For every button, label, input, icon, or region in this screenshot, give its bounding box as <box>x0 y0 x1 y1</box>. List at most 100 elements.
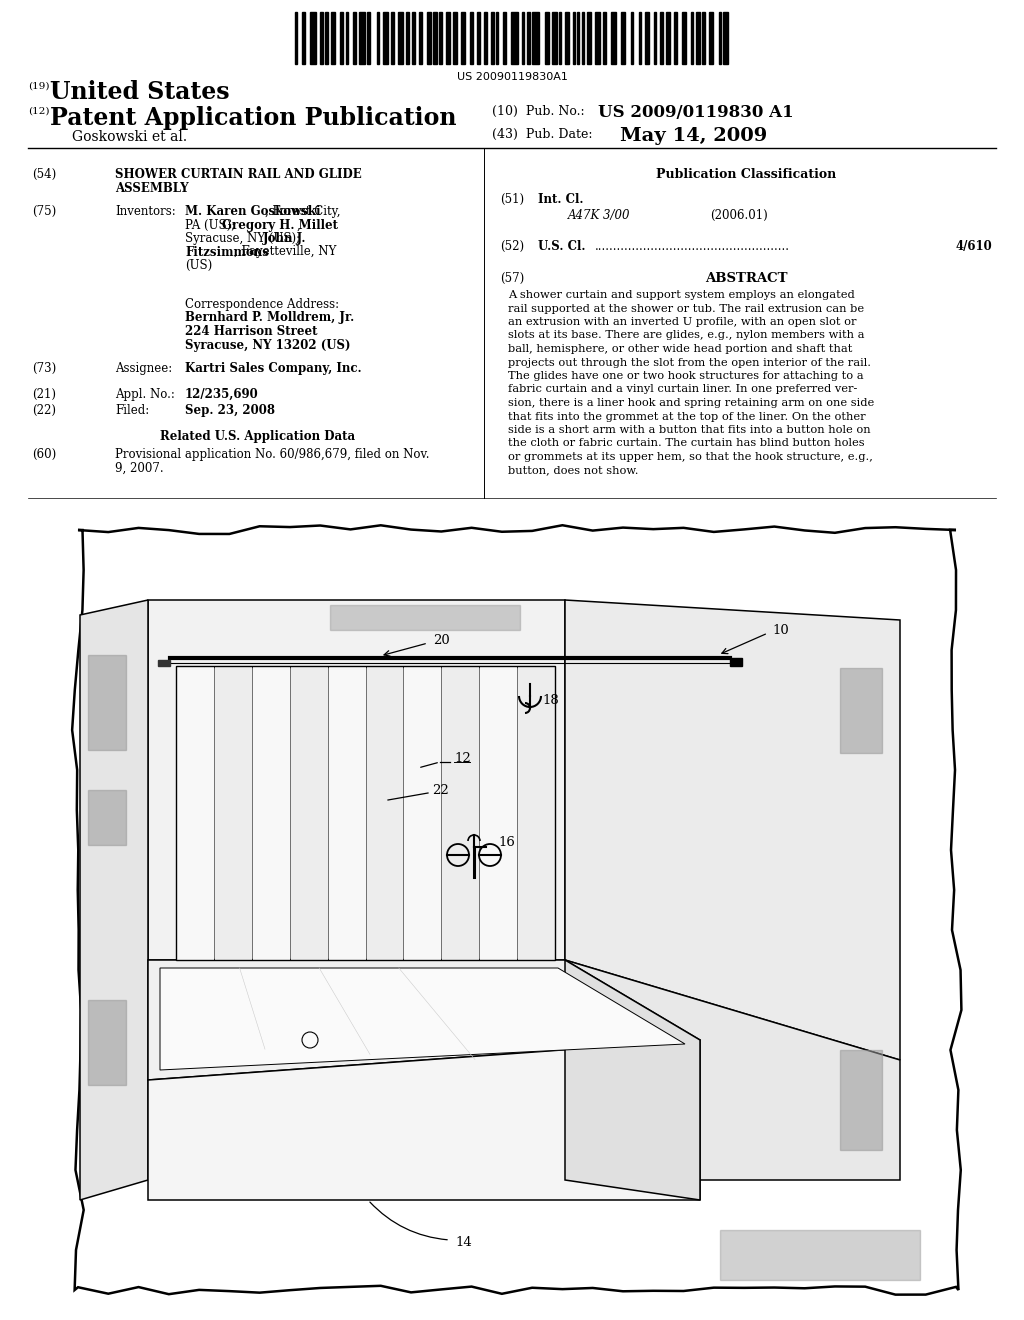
Text: 12: 12 <box>454 751 471 764</box>
Bar <box>454 12 457 63</box>
Text: ....................................................: ........................................… <box>595 240 790 253</box>
Polygon shape <box>176 667 214 960</box>
Text: sion, there is a liner hook and spring retaining arm on one side: sion, there is a liner hook and spring r… <box>508 399 874 408</box>
Text: Fitzsimmons: Fitzsimmons <box>185 246 269 259</box>
Text: 12/235,690: 12/235,690 <box>185 388 259 401</box>
Bar <box>176 667 555 960</box>
Text: U.S. Cl.: U.S. Cl. <box>538 240 586 253</box>
Text: Patent Application Publication: Patent Application Publication <box>50 106 457 129</box>
Bar <box>470 12 473 63</box>
Text: the cloth or fabric curtain. The curtain has blind button holes: the cloth or fabric curtain. The curtain… <box>508 438 864 449</box>
Text: M. Karen Goskowski: M. Karen Goskowski <box>185 205 321 218</box>
Text: Gregory H. Millet: Gregory H. Millet <box>222 219 338 231</box>
Bar <box>419 12 422 63</box>
Bar <box>639 12 641 63</box>
Bar <box>390 12 394 63</box>
Text: Appl. No.:: Appl. No.: <box>115 388 175 401</box>
Bar <box>701 12 706 63</box>
Polygon shape <box>366 667 403 960</box>
Text: Int. Cl.: Int. Cl. <box>538 193 584 206</box>
Text: ASSEMBLY: ASSEMBLY <box>115 181 188 194</box>
Text: an extrusion with an inverted U profile, with an open slot or: an extrusion with an inverted U profile,… <box>508 317 856 327</box>
Bar <box>644 12 649 63</box>
Bar <box>88 655 126 750</box>
Bar <box>572 12 574 63</box>
Bar <box>319 12 324 63</box>
Bar <box>696 12 699 63</box>
Polygon shape <box>148 601 565 960</box>
Text: A shower curtain and support system employs an elongated: A shower curtain and support system empl… <box>508 290 855 300</box>
Text: 16: 16 <box>498 837 515 850</box>
Text: , Forest City,: , Forest City, <box>264 205 340 218</box>
Polygon shape <box>148 1040 700 1200</box>
Text: Provisional application No. 60/986,679, filed on Nov.: Provisional application No. 60/986,679, … <box>115 447 429 461</box>
Bar <box>340 12 343 63</box>
Bar <box>595 12 600 63</box>
Text: Related U.S. Application Data: Related U.S. Application Data <box>161 430 355 444</box>
Text: SHOWER CURTAIN RAIL AND GLIDE: SHOWER CURTAIN RAIL AND GLIDE <box>115 168 361 181</box>
Polygon shape <box>290 667 328 960</box>
Text: or grommets at its upper hem, so that the hook structure, e.g.,: or grommets at its upper hem, so that th… <box>508 451 872 462</box>
Text: Correspondence Address:: Correspondence Address: <box>185 298 339 312</box>
Bar <box>559 12 561 63</box>
Text: The glides have one or two hook structures for attaching to a: The glides have one or two hook structur… <box>508 371 863 381</box>
Text: (51): (51) <box>500 193 524 206</box>
Bar <box>719 12 721 63</box>
Polygon shape <box>565 601 900 1060</box>
Bar <box>840 1049 882 1150</box>
Text: ball, hemisphere, or other wide head portion and shaft that: ball, hemisphere, or other wide head por… <box>508 345 852 354</box>
Text: 10: 10 <box>772 623 788 636</box>
Bar <box>682 12 686 63</box>
Bar <box>511 12 517 63</box>
Text: projects out through the slot from the open interior of the rail.: projects out through the slot from the o… <box>508 358 871 367</box>
Text: Syracuse, NY (US);: Syracuse, NY (US); <box>185 232 304 246</box>
Bar <box>330 605 520 630</box>
Text: 20: 20 <box>433 635 450 648</box>
Bar <box>660 12 663 63</box>
Bar <box>345 12 348 63</box>
Bar <box>565 12 569 63</box>
Bar <box>445 12 451 63</box>
Polygon shape <box>441 667 479 960</box>
Bar <box>483 12 487 63</box>
Bar <box>526 12 530 63</box>
Polygon shape <box>517 667 555 960</box>
Bar <box>88 1001 126 1085</box>
Polygon shape <box>328 667 366 960</box>
Bar <box>462 12 465 63</box>
Text: (12): (12) <box>28 107 49 116</box>
Bar <box>552 12 557 63</box>
Bar <box>88 789 126 845</box>
Bar <box>427 12 431 63</box>
Text: side is a short arm with a button that fits into a button hole on: side is a short arm with a button that f… <box>508 425 870 436</box>
Polygon shape <box>214 667 252 960</box>
Bar <box>490 12 494 63</box>
Bar <box>611 12 616 63</box>
Bar <box>545 12 549 63</box>
Bar <box>666 12 671 63</box>
Bar <box>720 1230 920 1280</box>
Bar <box>587 12 591 63</box>
Bar <box>522 12 524 63</box>
Polygon shape <box>565 960 700 1200</box>
Bar <box>302 12 305 63</box>
Bar <box>433 12 436 63</box>
Bar <box>503 12 506 63</box>
Text: Filed:: Filed: <box>115 404 150 417</box>
Polygon shape <box>148 960 700 1080</box>
Text: PA (US);: PA (US); <box>185 219 239 231</box>
Bar <box>621 12 626 63</box>
Bar <box>331 12 336 63</box>
Bar <box>158 660 170 667</box>
Bar <box>709 12 713 63</box>
Bar <box>412 12 416 63</box>
Bar <box>497 12 499 63</box>
Text: Assignee:: Assignee: <box>115 362 172 375</box>
Polygon shape <box>565 960 900 1180</box>
Bar <box>578 12 580 63</box>
Text: , Fayetteville, NY: , Fayetteville, NY <box>233 246 336 259</box>
Polygon shape <box>403 667 441 960</box>
Text: A47K 3/00: A47K 3/00 <box>568 209 631 222</box>
Text: (52): (52) <box>500 240 524 253</box>
Bar <box>477 12 480 63</box>
